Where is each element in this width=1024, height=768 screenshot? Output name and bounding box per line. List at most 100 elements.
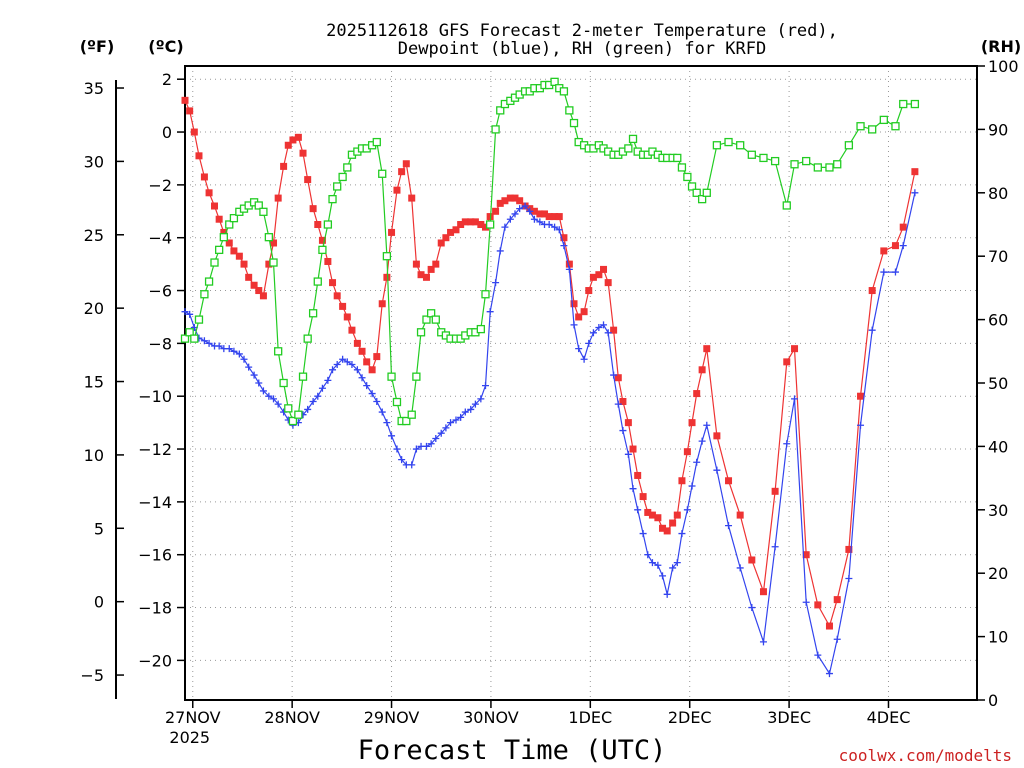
data-point [575, 345, 583, 353]
data-point [790, 160, 799, 169]
data-point [259, 207, 268, 216]
data-point [298, 372, 308, 381]
data-point [481, 223, 489, 231]
fahrenheit-tick-label: 15 [84, 373, 104, 392]
data-point [279, 378, 288, 388]
data-point [240, 355, 248, 363]
data-point [432, 260, 440, 268]
series-relative-humidity [180, 77, 920, 426]
data-point [427, 440, 435, 448]
data-point [511, 194, 519, 202]
data-point [265, 260, 273, 268]
data-point [329, 279, 337, 287]
data-point [697, 194, 707, 204]
data-point [437, 239, 445, 247]
data-point [604, 279, 612, 287]
rh-tick-label: 20 [988, 564, 1008, 583]
data-point [294, 410, 303, 419]
data-point [648, 511, 656, 519]
series-line [184, 100, 916, 628]
data-point [856, 122, 865, 131]
rh-tick-label: 70 [988, 247, 1008, 266]
data-point [724, 137, 733, 147]
data-point [560, 234, 568, 242]
data-point [318, 245, 327, 255]
data-point [673, 153, 682, 163]
data-point [270, 239, 278, 247]
data-point [215, 342, 223, 350]
data-point [447, 419, 455, 427]
rh-tick-label: 10 [988, 628, 1008, 647]
data-point [269, 258, 278, 267]
data-point [673, 511, 681, 519]
data-point [813, 163, 822, 172]
data-point [496, 247, 504, 255]
data-point [604, 329, 612, 337]
series-line [184, 81, 915, 423]
data-point [245, 273, 253, 281]
data-point [891, 268, 899, 276]
data-point [407, 410, 416, 419]
data-point [186, 310, 194, 318]
data-point [551, 223, 559, 231]
data-point [264, 233, 274, 242]
data-point [624, 419, 632, 427]
data-point [323, 220, 333, 229]
data-point [759, 588, 767, 596]
data-point [358, 347, 366, 355]
celsius-tick-label: −20 [138, 651, 172, 670]
data-point [416, 328, 426, 337]
time-tick-label: 4DEC [867, 708, 911, 727]
data-point [624, 144, 633, 153]
gridlines [185, 66, 977, 700]
data-point [427, 265, 435, 273]
data-point [501, 223, 509, 231]
data-point [551, 213, 559, 221]
data-point [868, 287, 876, 295]
data-point [614, 400, 622, 408]
data-point [230, 347, 238, 355]
data-point [748, 556, 756, 564]
data-point [250, 281, 258, 289]
data-point [698, 366, 706, 374]
data-point [393, 445, 401, 453]
data-point [570, 321, 578, 329]
data-point [713, 466, 721, 474]
data-point [431, 315, 440, 324]
data-point [759, 153, 768, 163]
data-point [833, 635, 841, 643]
data-point [190, 128, 198, 136]
data-point [422, 315, 431, 324]
data-point [669, 519, 677, 527]
data-point [313, 277, 322, 286]
data-point [204, 277, 214, 286]
data-point [880, 268, 888, 276]
data-point [639, 493, 647, 501]
celsius-axis-unit: (ºC) [148, 37, 183, 56]
data-point [318, 384, 326, 392]
data-point [536, 210, 544, 218]
data-point [408, 461, 416, 469]
data-point [274, 194, 282, 202]
data-point [393, 186, 401, 194]
data-point [857, 392, 865, 400]
data-point [254, 201, 263, 210]
rh-tick-label: 30 [988, 501, 1008, 520]
data-point [461, 218, 469, 226]
data-point [481, 290, 490, 299]
fahrenheit-tick-label: 25 [84, 226, 104, 245]
data-point [526, 207, 534, 215]
data-point [825, 163, 834, 172]
series-dewpoint [181, 189, 919, 678]
rh-tick-label: 90 [988, 120, 1008, 139]
data-point [211, 202, 219, 210]
data-point [619, 427, 627, 435]
fahrenheit-tick-label: 20 [84, 299, 104, 318]
data-point [560, 242, 568, 250]
data-point [195, 152, 203, 160]
data-point [703, 345, 711, 353]
data-point [639, 530, 647, 538]
data-point [299, 149, 307, 157]
data-point [688, 419, 696, 427]
data-point [736, 141, 745, 150]
